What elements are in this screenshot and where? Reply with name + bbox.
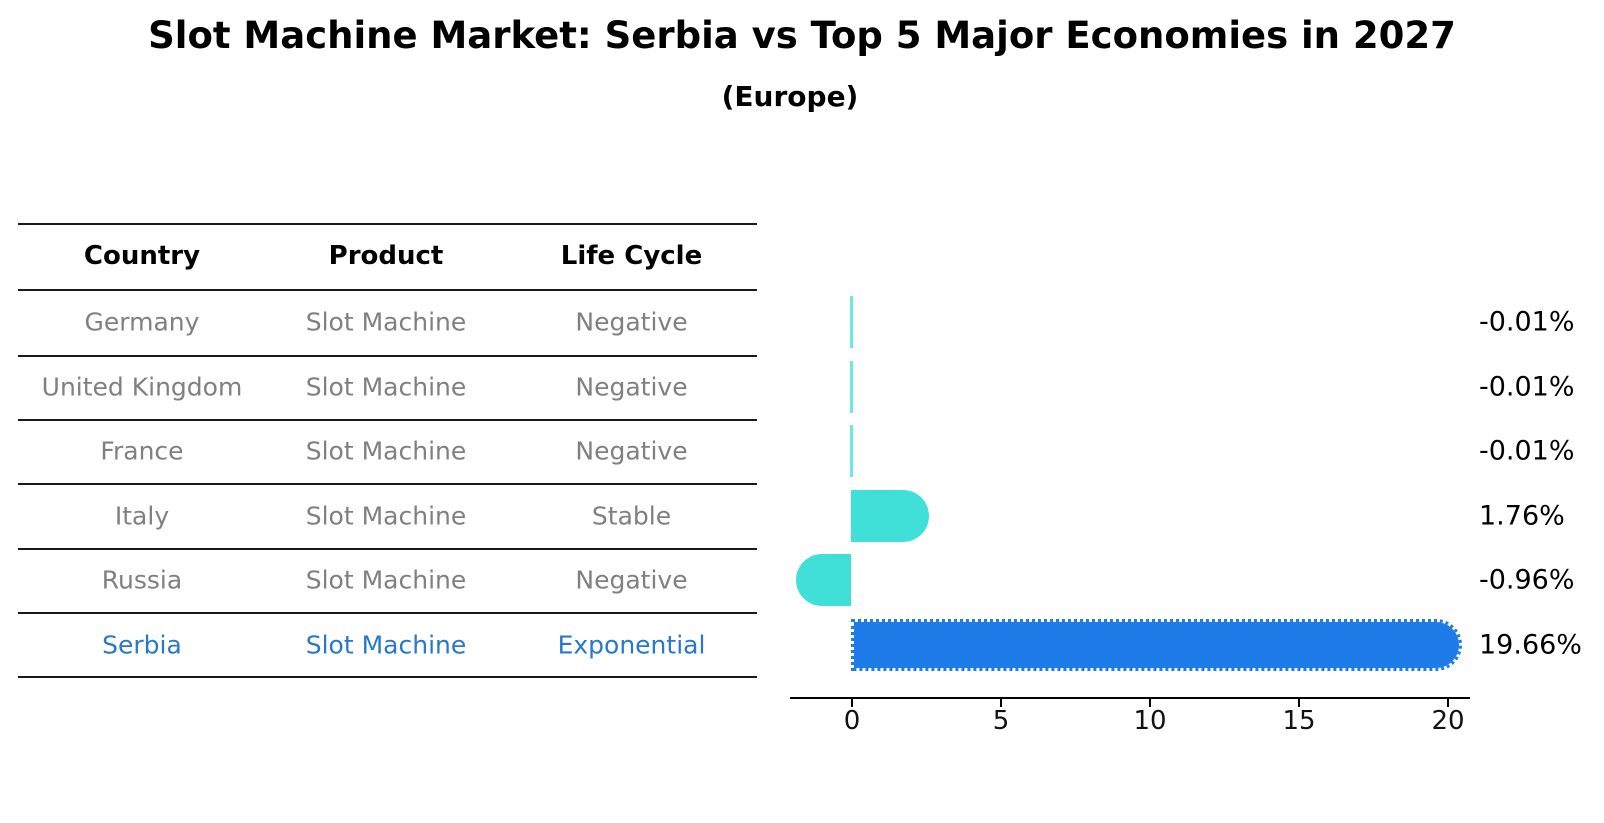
x-axis-line (790, 697, 1470, 699)
x-tick (851, 697, 853, 707)
table-cell-country: Italy (114, 501, 170, 531)
bar-value-label: -0.01% (1479, 371, 1575, 403)
table-rule (18, 548, 757, 550)
page-title: Slot Machine Market: Serbia vs Top 5 Maj… (148, 14, 1456, 57)
table-cell-product: Slot Machine (305, 307, 467, 337)
x-tick (1447, 697, 1449, 707)
bar-russia (796, 554, 851, 606)
table-cell-life-cycle: Negative (575, 307, 688, 337)
table-cell-product: Slot Machine (305, 436, 467, 466)
x-tick-label: 15 (1282, 706, 1316, 736)
x-tick (1000, 697, 1002, 707)
bar-value-label: -0.01% (1479, 306, 1575, 338)
table-cell-life-cycle: Stable (591, 501, 672, 531)
table-cell-product: Slot Machine (305, 501, 467, 531)
table-cell-product: Slot Machine (305, 630, 467, 660)
table-header-product: Product (328, 241, 444, 271)
table-cell-country: Germany (84, 307, 200, 337)
table-cell-product: Slot Machine (305, 372, 467, 402)
x-tick (1298, 697, 1300, 707)
table-rule (18, 483, 757, 485)
bar-serbia (851, 619, 1462, 671)
table-cell-life-cycle: Negative (575, 436, 688, 466)
x-tick-label: 0 (843, 706, 861, 736)
table-cell-life-cycle: Negative (575, 565, 688, 595)
x-tick-label: 10 (1133, 706, 1167, 736)
table-header-country: Country (83, 241, 201, 271)
table-cell-life-cycle: Negative (575, 372, 688, 402)
bar-germany (850, 296, 853, 348)
table-rule (18, 676, 757, 678)
bar-value-label: 19.66% (1479, 629, 1582, 661)
table-rule (18, 612, 757, 614)
x-tick (1149, 697, 1151, 707)
bar-italy (851, 490, 930, 542)
table-rule (18, 355, 757, 357)
page-subtitle: (Europe) (721, 80, 859, 113)
table-cell-country: France (100, 436, 184, 466)
table-cell-product: Slot Machine (305, 565, 467, 595)
table-rule (18, 289, 757, 291)
table-cell-country: Russia (101, 565, 183, 595)
bar-united-kingdom (850, 361, 853, 413)
bar-value-label: -0.96% (1479, 564, 1575, 596)
table-rule (18, 223, 757, 225)
bar-france (850, 425, 853, 477)
bar-value-label: 1.76% (1479, 500, 1565, 532)
table-header-life-cycle: Life Cycle (560, 241, 703, 271)
table-cell-country: Serbia (102, 630, 182, 660)
bar-value-label: -0.01% (1479, 435, 1575, 467)
table-cell-life-cycle: Exponential (557, 630, 706, 660)
table-rule (18, 419, 757, 421)
x-tick-label: 20 (1431, 706, 1465, 736)
table-cell-country: United Kingdom (41, 372, 243, 402)
x-tick-label: 5 (992, 706, 1010, 736)
